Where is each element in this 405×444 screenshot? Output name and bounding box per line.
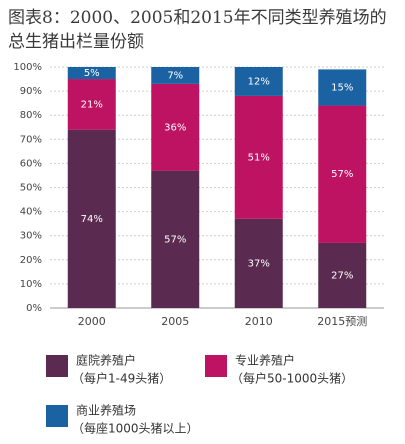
x-tick-label: 2010 xyxy=(245,315,273,328)
bar-segment xyxy=(151,170,200,308)
y-tick-label: 60% xyxy=(20,158,42,169)
y-tick-label: 70% xyxy=(20,134,42,145)
legend-label: 庭院养殖户 xyxy=(76,353,136,368)
y-tick-label: 30% xyxy=(20,231,42,242)
value-label: 21% xyxy=(81,99,103,110)
legend-description: （每户1-49头猪） xyxy=(72,371,171,386)
value-label: 15% xyxy=(331,82,353,93)
y-tick-label: 20% xyxy=(20,255,42,266)
legend-label: 专业养殖户 xyxy=(235,353,295,368)
bar-segment xyxy=(318,242,367,308)
x-tick-label: 2005 xyxy=(161,315,189,328)
value-label: 5% xyxy=(84,68,100,79)
value-label: 27% xyxy=(331,270,353,281)
bar-segment xyxy=(318,105,367,243)
bar-segment xyxy=(234,67,283,96)
value-label: 12% xyxy=(248,76,270,87)
value-label: 57% xyxy=(164,234,186,245)
legend-swatch xyxy=(46,355,68,377)
value-label: 37% xyxy=(248,258,270,269)
value-label: 7% xyxy=(167,70,183,81)
y-tick-label: 50% xyxy=(20,183,42,194)
y-tick-label: 80% xyxy=(20,110,42,121)
bar-segment xyxy=(234,218,283,308)
bar-segment xyxy=(151,67,200,84)
legend-description: （每户50-1000头猪） xyxy=(231,371,353,386)
bar-segment xyxy=(318,69,367,106)
value-label: 57% xyxy=(331,169,353,180)
legend-description: （每座1000头猪以上） xyxy=(72,421,199,436)
bar-segment xyxy=(67,67,116,80)
legend-swatch xyxy=(46,405,68,427)
chart-title: 图表8：2000、2005和2015年不同类型养殖场的总生猪出栏量份额 xyxy=(8,8,387,52)
value-label: 51% xyxy=(248,152,270,163)
bar-segment xyxy=(234,95,283,219)
y-tick-label: 40% xyxy=(20,207,42,218)
legend-label: 商业养殖场 xyxy=(76,403,136,418)
value-label: 36% xyxy=(164,122,186,133)
y-tick-label: 90% xyxy=(20,86,42,97)
value-label: 74% xyxy=(81,214,103,225)
x-tick-label: 2000 xyxy=(78,315,106,328)
bar-segment xyxy=(67,79,116,130)
legend-swatch xyxy=(205,355,227,377)
y-tick-label: 10% xyxy=(20,279,42,290)
bar-segment xyxy=(151,83,200,171)
y-tick-label: 100% xyxy=(13,62,42,73)
x-tick-label: 2015预测 xyxy=(317,315,367,328)
y-tick-label: 0% xyxy=(26,303,42,314)
bar-segment xyxy=(67,129,116,308)
